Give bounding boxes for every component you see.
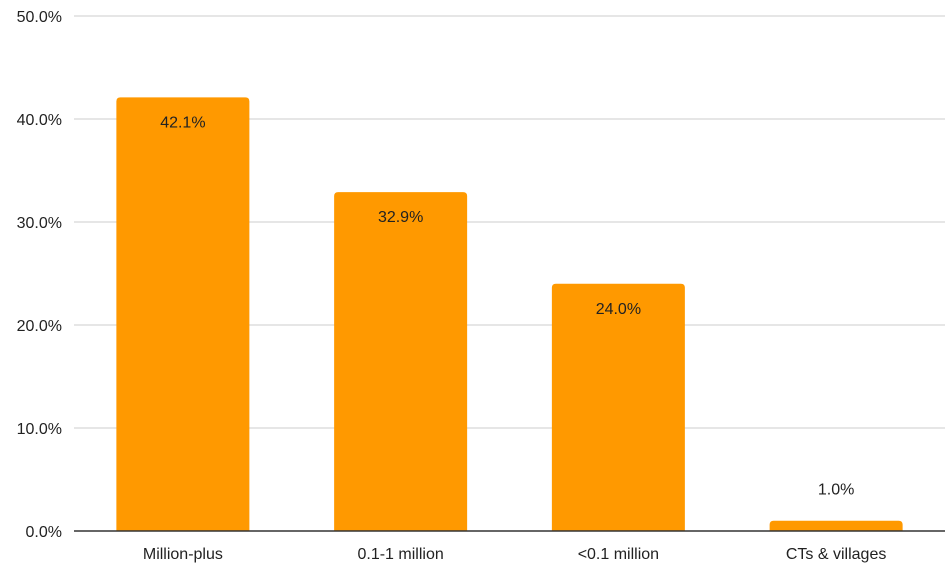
y-tick-label: 10.0% — [17, 421, 62, 438]
y-tick-label: 20.0% — [17, 318, 62, 335]
x-axis-tick-labels: Million-plus 0.1-1 million <0.1 million CTs… — [143, 546, 887, 563]
y-tick-label: 0.0% — [26, 524, 62, 541]
bar — [334, 192, 468, 531]
bar — [116, 97, 250, 532]
bar-data-labels: 42.1% 32.9% 24.0% 1.0% — [160, 114, 854, 498]
bar-data-label: 32.9% — [378, 209, 423, 226]
y-tick-label: 50.0% — [17, 9, 62, 26]
y-tick-label: 40.0% — [17, 112, 62, 129]
y-tick-label: 30.0% — [17, 215, 62, 232]
x-tick-label: <0.1 million — [578, 546, 659, 563]
bars — [116, 97, 903, 532]
x-tick-label: 0.1-1 million — [357, 546, 443, 563]
bar — [769, 520, 903, 531]
bar-data-label: 24.0% — [596, 301, 641, 318]
bar-data-label: 42.1% — [160, 114, 205, 131]
x-tick-label: CTs & villages — [786, 546, 886, 563]
x-tick-label: Million-plus — [143, 546, 223, 563]
bar-data-label: 1.0% — [818, 482, 854, 499]
bar — [551, 283, 685, 531]
y-axis-tick-labels: 0.0% 10.0% 20.0% 30.0% 40.0% 50.0% — [17, 9, 62, 541]
